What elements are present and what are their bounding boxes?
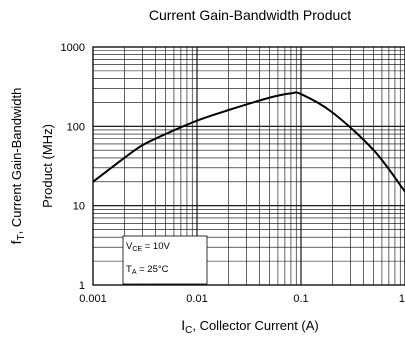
chart-title: Current Gain-Bandwidth Product: [149, 7, 351, 23]
annotation-vce: VCE = 10V: [126, 241, 170, 253]
y-tick-label: 1000: [61, 42, 85, 54]
x-tick-label: 0.1: [293, 293, 308, 305]
x-axis-label: IC, Collector Current (A): [181, 317, 319, 336]
y-tick-label: 100: [67, 121, 85, 133]
x-tick-label: 0.001: [79, 293, 107, 305]
y-tick-label: 1: [79, 280, 85, 292]
x-tick-label: 0.01: [186, 293, 207, 305]
series-line: [92, 91, 405, 193]
annotation-ta: TA = 25°C: [126, 264, 169, 276]
y-axis-label: fT, Current Gain-Bandwidth: [8, 88, 27, 245]
y-axis-label-line2: Product (MHz): [40, 124, 55, 208]
tick-labels: 0.001 0.01 0.1 1 1 10 100 1000: [61, 42, 405, 305]
x-tick-label: 1: [399, 293, 405, 305]
y-tick-label: 10: [73, 201, 85, 213]
plot-area-border: [92, 46, 405, 286]
annotation-box: [122, 235, 208, 285]
grid: [93, 47, 405, 285]
